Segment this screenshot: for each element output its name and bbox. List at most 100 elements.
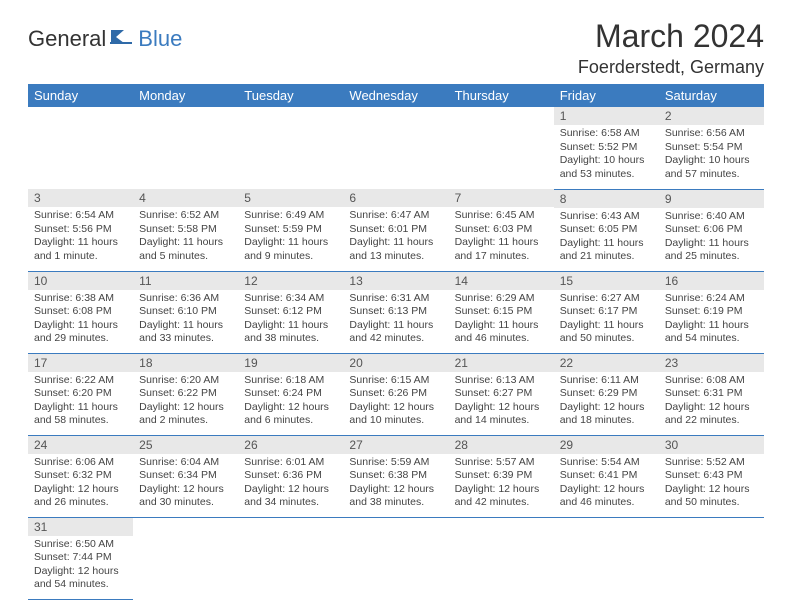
day-number (343, 518, 448, 536)
day-number: 19 (238, 354, 343, 372)
calendar-cell (343, 517, 448, 599)
calendar-cell: 1Sunrise: 6:58 AMSunset: 5:52 PMDaylight… (554, 107, 659, 189)
day-number: 22 (554, 354, 659, 372)
weekday-header: Tuesday (238, 84, 343, 107)
logo-text-blue: Blue (138, 26, 182, 52)
day-number: 24 (28, 436, 133, 454)
day-number: 11 (133, 272, 238, 290)
day-details: Sunrise: 6:31 AMSunset: 6:13 PMDaylight:… (343, 290, 448, 351)
day-details: Sunrise: 6:04 AMSunset: 6:34 PMDaylight:… (133, 454, 238, 515)
day-details: Sunrise: 5:54 AMSunset: 6:41 PMDaylight:… (554, 454, 659, 515)
day-number: 18 (133, 354, 238, 372)
calendar-cell: 9Sunrise: 6:40 AMSunset: 6:06 PMDaylight… (659, 189, 764, 271)
calendar-cell (133, 517, 238, 599)
calendar-cell: 23Sunrise: 6:08 AMSunset: 6:31 PMDayligh… (659, 353, 764, 435)
calendar-cell (659, 517, 764, 599)
day-details: Sunrise: 5:59 AMSunset: 6:38 PMDaylight:… (343, 454, 448, 515)
day-number: 16 (659, 272, 764, 290)
title-block: March 2024 Foerderstedt, Germany (578, 18, 764, 78)
calendar-cell: 31Sunrise: 6:50 AMSunset: 7:44 PMDayligh… (28, 517, 133, 599)
calendar-cell: 21Sunrise: 6:13 AMSunset: 6:27 PMDayligh… (449, 353, 554, 435)
calendar-cell: 26Sunrise: 6:01 AMSunset: 6:36 PMDayligh… (238, 435, 343, 517)
logo: General Blue (28, 26, 182, 52)
day-details: Sunrise: 6:27 AMSunset: 6:17 PMDaylight:… (554, 290, 659, 351)
calendar-cell: 25Sunrise: 6:04 AMSunset: 6:34 PMDayligh… (133, 435, 238, 517)
calendar-cell: 3Sunrise: 6:54 AMSunset: 5:56 PMDaylight… (28, 189, 133, 271)
day-details: Sunrise: 6:13 AMSunset: 6:27 PMDaylight:… (449, 372, 554, 433)
day-number: 31 (28, 518, 133, 536)
calendar-cell (554, 517, 659, 599)
calendar-cell: 2Sunrise: 6:56 AMSunset: 5:54 PMDaylight… (659, 107, 764, 189)
calendar-cell: 18Sunrise: 6:20 AMSunset: 6:22 PMDayligh… (133, 353, 238, 435)
calendar-cell: 28Sunrise: 5:57 AMSunset: 6:39 PMDayligh… (449, 435, 554, 517)
calendar-week-row: 3Sunrise: 6:54 AMSunset: 5:56 PMDaylight… (28, 189, 764, 271)
calendar-cell (28, 107, 133, 189)
day-number (449, 107, 554, 125)
day-number: 15 (554, 272, 659, 290)
day-number: 29 (554, 436, 659, 454)
calendar-cell: 7Sunrise: 6:45 AMSunset: 6:03 PMDaylight… (449, 189, 554, 271)
day-details: Sunrise: 6:29 AMSunset: 6:15 PMDaylight:… (449, 290, 554, 351)
day-details: Sunrise: 6:34 AMSunset: 6:12 PMDaylight:… (238, 290, 343, 351)
day-number: 7 (449, 189, 554, 207)
header: General Blue March 2024 Foerderstedt, Ge… (28, 18, 764, 78)
calendar-cell (238, 517, 343, 599)
day-details: Sunrise: 6:56 AMSunset: 5:54 PMDaylight:… (659, 125, 764, 186)
day-number: 4 (133, 189, 238, 207)
calendar-cell: 6Sunrise: 6:47 AMSunset: 6:01 PMDaylight… (343, 189, 448, 271)
day-number: 20 (343, 354, 448, 372)
day-number: 14 (449, 272, 554, 290)
day-details: Sunrise: 6:36 AMSunset: 6:10 PMDaylight:… (133, 290, 238, 351)
calendar-week-row: 24Sunrise: 6:06 AMSunset: 6:32 PMDayligh… (28, 435, 764, 517)
day-details: Sunrise: 6:50 AMSunset: 7:44 PMDaylight:… (28, 536, 133, 597)
flag-icon (110, 28, 136, 51)
day-details: Sunrise: 6:54 AMSunset: 5:56 PMDaylight:… (28, 207, 133, 268)
day-number: 6 (343, 189, 448, 207)
weekday-header: Monday (133, 84, 238, 107)
day-details: Sunrise: 6:18 AMSunset: 6:24 PMDaylight:… (238, 372, 343, 433)
weekday-header: Sunday (28, 84, 133, 107)
day-number (238, 518, 343, 536)
day-number: 27 (343, 436, 448, 454)
calendar-cell: 20Sunrise: 6:15 AMSunset: 6:26 PMDayligh… (343, 353, 448, 435)
calendar-cell: 14Sunrise: 6:29 AMSunset: 6:15 PMDayligh… (449, 271, 554, 353)
calendar-cell: 10Sunrise: 6:38 AMSunset: 6:08 PMDayligh… (28, 271, 133, 353)
day-number (554, 518, 659, 536)
location-label: Foerderstedt, Germany (578, 57, 764, 78)
day-details: Sunrise: 6:45 AMSunset: 6:03 PMDaylight:… (449, 207, 554, 268)
calendar-cell (449, 517, 554, 599)
day-details: Sunrise: 6:11 AMSunset: 6:29 PMDaylight:… (554, 372, 659, 433)
weekday-header: Wednesday (343, 84, 448, 107)
weekday-header: Friday (554, 84, 659, 107)
day-number: 21 (449, 354, 554, 372)
calendar-cell: 27Sunrise: 5:59 AMSunset: 6:38 PMDayligh… (343, 435, 448, 517)
day-details: Sunrise: 6:24 AMSunset: 6:19 PMDaylight:… (659, 290, 764, 351)
day-number (133, 107, 238, 125)
day-number: 23 (659, 354, 764, 372)
day-details: Sunrise: 6:15 AMSunset: 6:26 PMDaylight:… (343, 372, 448, 433)
day-details: Sunrise: 6:20 AMSunset: 6:22 PMDaylight:… (133, 372, 238, 433)
day-details: Sunrise: 6:08 AMSunset: 6:31 PMDaylight:… (659, 372, 764, 433)
calendar-cell: 12Sunrise: 6:34 AMSunset: 6:12 PMDayligh… (238, 271, 343, 353)
day-number: 3 (28, 189, 133, 207)
day-number: 26 (238, 436, 343, 454)
calendar-cell: 29Sunrise: 5:54 AMSunset: 6:41 PMDayligh… (554, 435, 659, 517)
day-details: Sunrise: 5:52 AMSunset: 6:43 PMDaylight:… (659, 454, 764, 515)
day-number (238, 107, 343, 125)
day-number: 13 (343, 272, 448, 290)
calendar-body: 1Sunrise: 6:58 AMSunset: 5:52 PMDaylight… (28, 107, 764, 599)
calendar-cell (133, 107, 238, 189)
calendar-week-row: 17Sunrise: 6:22 AMSunset: 6:20 PMDayligh… (28, 353, 764, 435)
day-details: Sunrise: 6:38 AMSunset: 6:08 PMDaylight:… (28, 290, 133, 351)
day-details: Sunrise: 6:52 AMSunset: 5:58 PMDaylight:… (133, 207, 238, 268)
calendar-week-row: 1Sunrise: 6:58 AMSunset: 5:52 PMDaylight… (28, 107, 764, 189)
calendar-cell: 5Sunrise: 6:49 AMSunset: 5:59 PMDaylight… (238, 189, 343, 271)
day-number: 17 (28, 354, 133, 372)
calendar-week-row: 10Sunrise: 6:38 AMSunset: 6:08 PMDayligh… (28, 271, 764, 353)
day-details: Sunrise: 6:40 AMSunset: 6:06 PMDaylight:… (659, 208, 764, 269)
day-number: 10 (28, 272, 133, 290)
calendar-cell: 15Sunrise: 6:27 AMSunset: 6:17 PMDayligh… (554, 271, 659, 353)
day-number: 25 (133, 436, 238, 454)
day-number (659, 518, 764, 536)
calendar-table: SundayMondayTuesdayWednesdayThursdayFrid… (28, 84, 764, 600)
